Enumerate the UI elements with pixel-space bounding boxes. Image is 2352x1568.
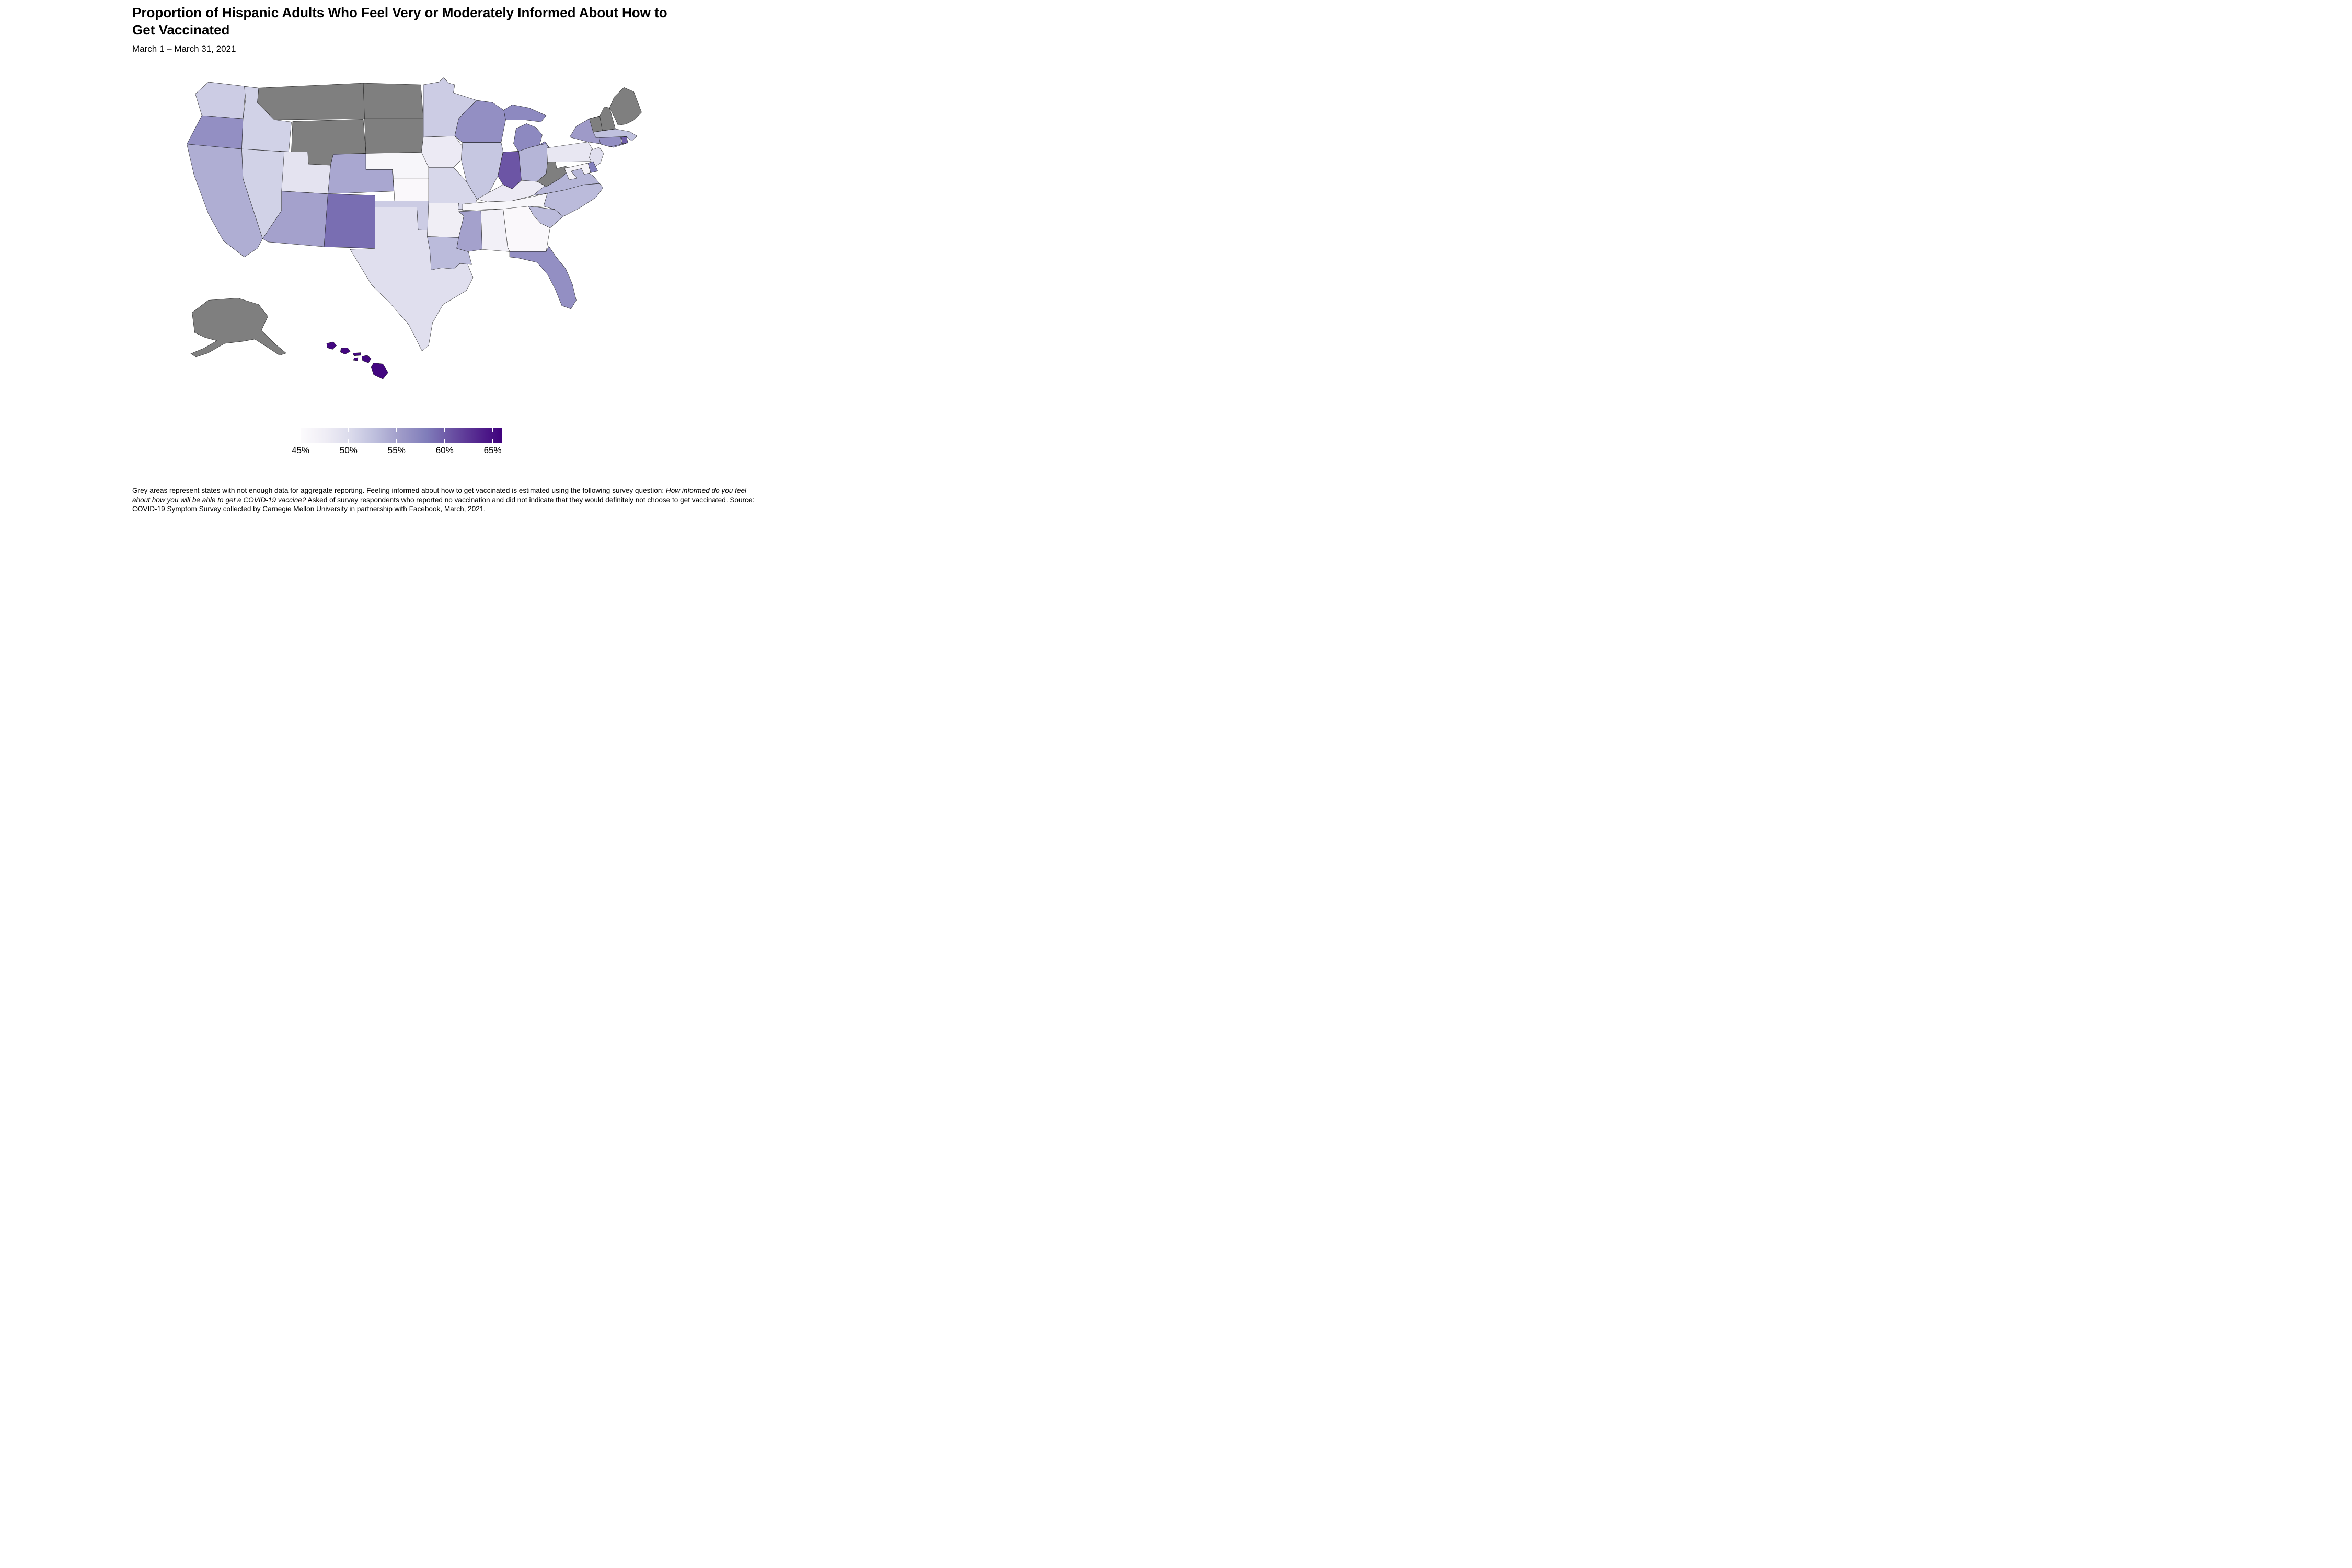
legend-tick-mark — [348, 439, 349, 443]
state-HI-molokai — [353, 353, 361, 356]
legend-tick-mark — [444, 439, 445, 443]
state-IA — [421, 136, 462, 167]
state-ME — [609, 87, 641, 125]
legend-gradient-bar — [301, 428, 502, 443]
footnote-survey-question: How informed do you feel about how you w… — [132, 487, 747, 504]
state-RI — [621, 136, 628, 143]
state-MT — [258, 83, 365, 120]
state-SD — [365, 119, 426, 153]
state-HI-oahu — [340, 348, 350, 354]
state-MS — [457, 211, 482, 252]
state-CT — [599, 137, 622, 147]
legend-tick-mark — [492, 428, 493, 432]
state-MD — [564, 163, 591, 180]
legend-label-45: 45% — [291, 445, 310, 455]
footnote-part2: Asked of survey respondents who reported… — [132, 495, 755, 513]
state-HI-bigisland — [371, 363, 388, 379]
legend-tick-mark — [348, 428, 349, 432]
legend-label-60: 60% — [435, 445, 454, 455]
state-HI-lanai — [353, 358, 358, 361]
footnote: Grey areas represent states with not eno… — [132, 486, 758, 514]
state-ND — [363, 83, 423, 119]
state-HI-maui — [362, 355, 372, 363]
state-FL — [510, 246, 577, 309]
legend-tick-mark — [492, 439, 493, 443]
state-NM — [324, 194, 375, 248]
page-subtitle: March 1 – March 31, 2021 — [132, 44, 236, 54]
legend-label-55: 55% — [387, 445, 406, 455]
state-WA — [195, 82, 246, 119]
state-AK — [191, 298, 286, 357]
legend-tick-mark — [396, 428, 397, 432]
state-HI-kauai — [327, 342, 337, 349]
legend-tick-mark — [444, 428, 445, 432]
legend-tick-mark — [396, 439, 397, 443]
state-NH — [600, 107, 616, 130]
legend-tick-labels: 45% 50% 55% 60% 65% — [292, 445, 502, 458]
us-choropleth-map — [146, 67, 774, 391]
state-PA — [547, 142, 594, 162]
page-title: Proportion of Hispanic Adults Who Feel V… — [132, 5, 667, 38]
footnote-part1: Grey areas represent states with not eno… — [132, 487, 666, 494]
state-shapes — [187, 78, 642, 379]
state-OR — [187, 116, 244, 149]
legend-label-50: 50% — [339, 445, 358, 455]
legend-label-65: 65% — [483, 445, 502, 455]
state-MI — [504, 105, 546, 122]
